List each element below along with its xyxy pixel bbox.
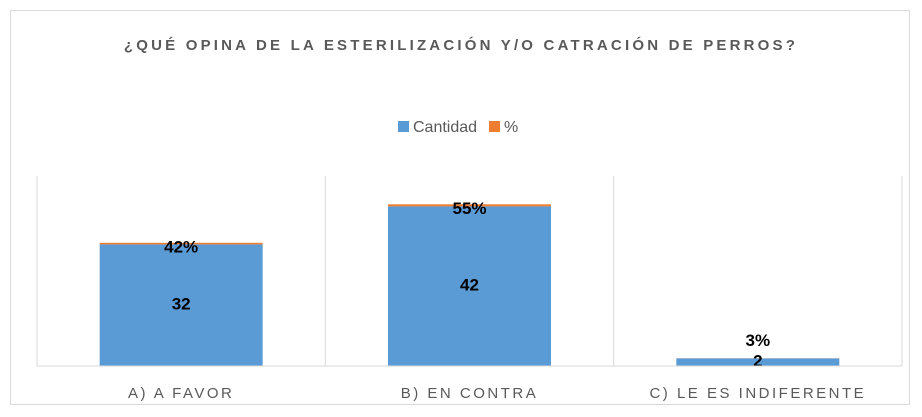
x-tick-label: C) LE ES INDIFERENTE xyxy=(649,385,866,402)
data-label: 2 xyxy=(753,352,762,371)
bar-segment xyxy=(388,206,551,366)
bar-segment xyxy=(99,242,263,245)
x-tick-label: A) A FAVOR xyxy=(128,385,234,402)
bar-segment xyxy=(99,244,263,366)
chart-title: ¿QUÉ OPINA DE LA ESTERILIZACIÓN Y/O CATR… xyxy=(123,37,799,54)
data-label: 42 xyxy=(460,276,479,295)
bar-segment xyxy=(676,358,840,366)
legend-swatch xyxy=(489,121,501,132)
chart-frame xyxy=(10,10,910,405)
legend-label: Cantidad xyxy=(413,119,477,136)
legend-label: % xyxy=(504,119,518,136)
data-label: 32 xyxy=(172,295,191,314)
legend-swatch xyxy=(398,121,409,132)
data-label: 42% xyxy=(164,237,198,256)
bar-segment xyxy=(388,204,551,207)
x-tick-label: B) EN CONTRA xyxy=(401,385,539,402)
data-label: 55% xyxy=(452,199,486,218)
data-label: 3% xyxy=(746,331,771,350)
